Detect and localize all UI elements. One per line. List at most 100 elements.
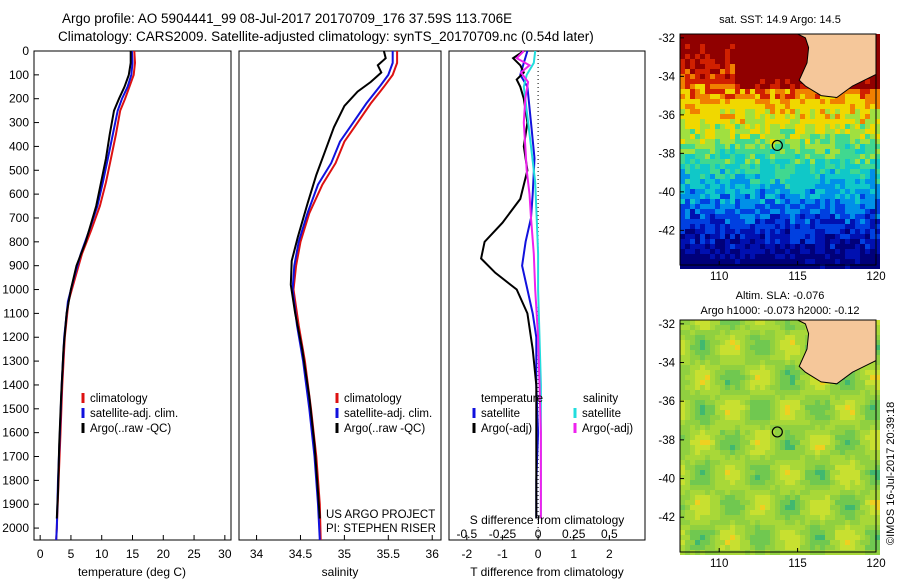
map-cell bbox=[760, 259, 765, 264]
map-cell bbox=[690, 79, 695, 84]
map-cell bbox=[770, 540, 775, 545]
map-cell bbox=[750, 39, 755, 44]
map-cell bbox=[685, 119, 690, 124]
map-cell bbox=[825, 385, 830, 390]
map-cell bbox=[790, 89, 795, 94]
map-cell bbox=[680, 244, 685, 249]
map-cell bbox=[740, 174, 745, 179]
map-cell bbox=[785, 490, 790, 495]
map-cell bbox=[860, 525, 865, 530]
map-cell bbox=[710, 320, 715, 325]
map-cell bbox=[835, 420, 840, 425]
map-cell bbox=[695, 410, 700, 415]
map-cell bbox=[805, 114, 810, 119]
map-cell bbox=[765, 114, 770, 119]
map-cell bbox=[745, 440, 750, 445]
map-cell bbox=[775, 515, 780, 520]
map-cell bbox=[735, 124, 740, 129]
y-tick-label: -40 bbox=[658, 187, 675, 199]
map-cell bbox=[855, 375, 860, 380]
map-cell bbox=[680, 480, 685, 485]
map-cell bbox=[835, 249, 840, 254]
map-cell bbox=[755, 174, 760, 179]
map-cell bbox=[740, 525, 745, 530]
map-cell bbox=[705, 455, 710, 460]
map-cell bbox=[805, 189, 810, 194]
map-cell bbox=[815, 194, 820, 199]
map-cell bbox=[810, 109, 815, 114]
map-cell bbox=[720, 480, 725, 485]
map-cell bbox=[875, 535, 880, 540]
map-cell bbox=[685, 500, 690, 505]
map-cell bbox=[820, 515, 825, 520]
map-cell bbox=[685, 179, 690, 184]
map-cell bbox=[870, 114, 875, 119]
map-cell bbox=[870, 500, 875, 505]
map-cell bbox=[800, 224, 805, 229]
map-cell bbox=[710, 139, 715, 144]
map-cell bbox=[815, 164, 820, 169]
map-cell bbox=[845, 530, 850, 535]
map-cell bbox=[785, 224, 790, 229]
map-cell bbox=[720, 214, 725, 219]
map-cell bbox=[865, 109, 870, 114]
map-cell bbox=[700, 239, 705, 244]
map-cell bbox=[840, 475, 845, 480]
map-cell bbox=[835, 455, 840, 460]
map-cell bbox=[845, 114, 850, 119]
map-cell bbox=[715, 415, 720, 420]
map-cell bbox=[830, 440, 835, 445]
map-cell bbox=[840, 540, 845, 545]
map-cell bbox=[755, 219, 760, 224]
map-cell bbox=[710, 510, 715, 515]
map-cell bbox=[695, 520, 700, 525]
map-cell bbox=[780, 44, 785, 49]
map-cell bbox=[780, 189, 785, 194]
map-cell bbox=[780, 64, 785, 69]
map-cell bbox=[740, 505, 745, 510]
map-cell bbox=[705, 144, 710, 149]
map-cell bbox=[805, 44, 810, 49]
map-cell bbox=[715, 194, 720, 199]
map-cell bbox=[725, 259, 730, 264]
map-cell bbox=[695, 500, 700, 505]
map-cell bbox=[800, 490, 805, 495]
map-cell bbox=[860, 94, 865, 99]
map-cell bbox=[830, 390, 835, 395]
map-cell bbox=[760, 189, 765, 194]
map-cell bbox=[815, 119, 820, 124]
map-cell bbox=[765, 515, 770, 520]
map-cell bbox=[750, 425, 755, 430]
map-cell bbox=[790, 219, 795, 224]
map-cell bbox=[875, 104, 880, 109]
map-cell bbox=[780, 149, 785, 154]
map-cell bbox=[805, 94, 810, 99]
map-cell bbox=[720, 470, 725, 475]
map-cell bbox=[860, 224, 865, 229]
map-cell bbox=[710, 515, 715, 520]
map-cell bbox=[790, 84, 795, 89]
map-cell bbox=[705, 405, 710, 410]
map-cell bbox=[705, 385, 710, 390]
map-cell bbox=[775, 194, 780, 199]
map-cell bbox=[870, 214, 875, 219]
map-cell bbox=[695, 525, 700, 530]
map-cell bbox=[775, 244, 780, 249]
map-cell bbox=[850, 194, 855, 199]
y-tick-label: -42 bbox=[658, 512, 675, 524]
map-cell bbox=[705, 224, 710, 229]
map-cell bbox=[830, 480, 835, 485]
map-cell bbox=[860, 455, 865, 460]
map-cell bbox=[690, 540, 695, 545]
map-cell bbox=[815, 435, 820, 440]
map-cell bbox=[850, 169, 855, 174]
map-cell bbox=[700, 164, 705, 169]
map-cell bbox=[750, 134, 755, 139]
map-cell bbox=[710, 79, 715, 84]
map-cell bbox=[825, 119, 830, 124]
map-cell bbox=[765, 380, 770, 385]
map-cell bbox=[795, 505, 800, 510]
map-cell bbox=[775, 99, 780, 104]
map-cell bbox=[735, 59, 740, 64]
map-cell bbox=[835, 385, 840, 390]
